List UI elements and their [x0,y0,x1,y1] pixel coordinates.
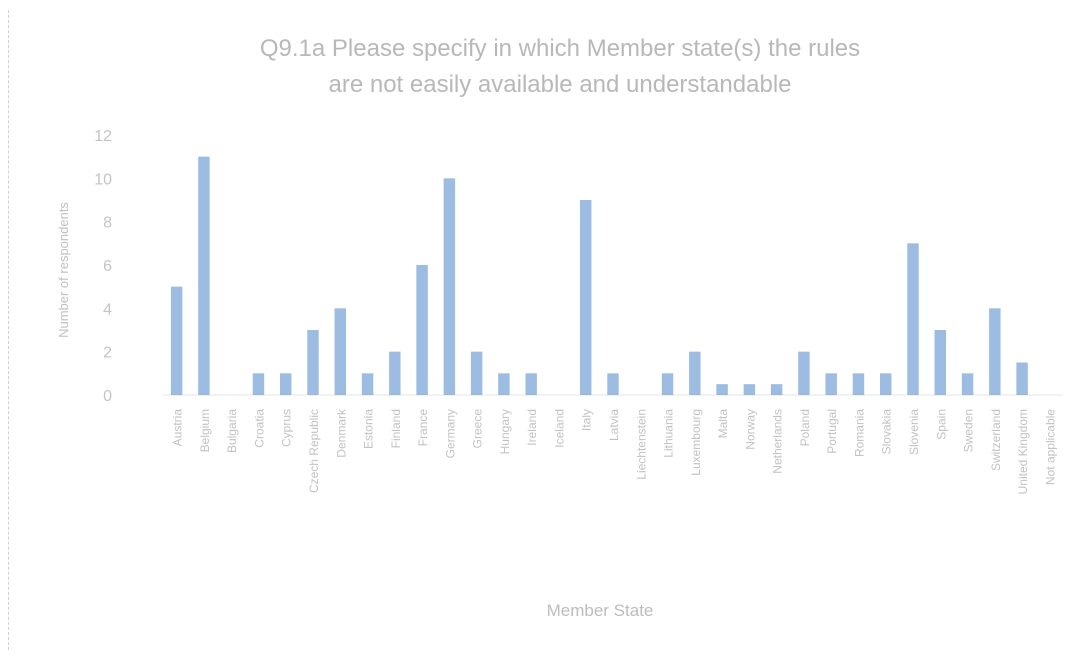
bar [852,373,865,395]
bar [580,200,592,395]
y-tick-label: 4 [103,301,112,318]
x-tick-label: Iceland [552,409,566,448]
x-tick-label: Liechtenstein [634,409,648,480]
x-tick-label: Portugal [825,409,839,454]
bar [825,373,837,395]
x-axis-ticks: Austria Belgium Bulgaria Croatia Cyprus Czech… [171,408,1058,494]
bar [770,384,783,395]
x-tick-label: Germany [443,409,457,458]
bar [361,373,374,395]
x-tick-label: Sweden [962,409,976,452]
x-tick-label: Croatia [252,409,266,448]
y-tick-label: 8 [103,215,112,232]
x-tick-label: Poland [798,409,812,446]
bar [689,351,701,395]
bar [961,373,974,395]
x-tick-label: France [416,409,430,447]
chart-title-line-1: Q9.1a Please specify in which Member sta… [260,35,860,62]
x-tick-label: Cyprus [280,409,294,447]
bar-series [170,156,1028,395]
x-tick-label: Austria [171,409,185,447]
x-tick-label: Not applicable [1043,409,1057,485]
left-border-divider [8,10,9,650]
bar [880,373,892,395]
y-tick-label: 12 [94,128,112,145]
x-tick-label: Luxembourg [689,409,703,476]
x-tick-label: Denmark [334,408,348,458]
x-tick-label: Slovakia [880,409,894,455]
x-tick-label: Netherlands [771,409,785,474]
bar [280,373,292,395]
bar [716,384,728,395]
bar [743,384,756,395]
x-tick-label: Estonia [362,409,376,449]
bar [798,351,810,395]
x-tick-label: United Kingdom [1016,409,1030,494]
x-tick-label: Malta [716,409,730,439]
y-axis-label: Number of respondents [56,202,71,338]
bar [334,308,346,395]
x-tick-label: Slovenia [907,409,921,455]
x-axis-label: Member State [547,601,654,620]
y-tick-label: 2 [103,345,112,362]
x-tick-label: Bulgaria [225,409,239,453]
bar [252,373,265,395]
bar [934,330,946,395]
bar [907,243,919,395]
x-tick-label: Belgium [198,409,212,452]
bar [525,373,537,395]
bar [389,351,401,395]
x-tick-label: Italy [580,409,594,431]
bar [1016,362,1028,395]
x-tick-label: Romania [852,409,866,457]
bar [607,373,619,395]
y-tick-label: 10 [94,171,112,188]
x-tick-label: Finland [389,409,403,448]
bar [661,373,674,395]
x-tick-label: Lithuania [662,409,676,458]
x-tick-label: Switzerland [989,409,1003,471]
y-tick-label: 0 [103,388,112,405]
bar [416,265,428,395]
x-tick-label: Ireland [525,409,539,446]
bar [989,308,1001,395]
bar [443,178,456,395]
x-tick-label: Hungary [498,409,512,454]
bar [170,286,183,395]
x-tick-label: Czech Republic [307,409,321,493]
y-tick-label: 6 [103,258,112,275]
bar [470,351,483,395]
x-tick-label: Norway [743,409,757,450]
y-axis-ticks: 0 2 4 6 8 10 12 [94,128,112,405]
bar [498,373,510,395]
x-tick-label: Spain [934,409,948,440]
bar [198,156,210,395]
bar [307,330,319,395]
chart-title-line-2: are not easily available and understanda… [329,71,792,98]
x-tick-label: Greece [471,409,485,449]
x-tick-label: Latvia [607,409,621,441]
